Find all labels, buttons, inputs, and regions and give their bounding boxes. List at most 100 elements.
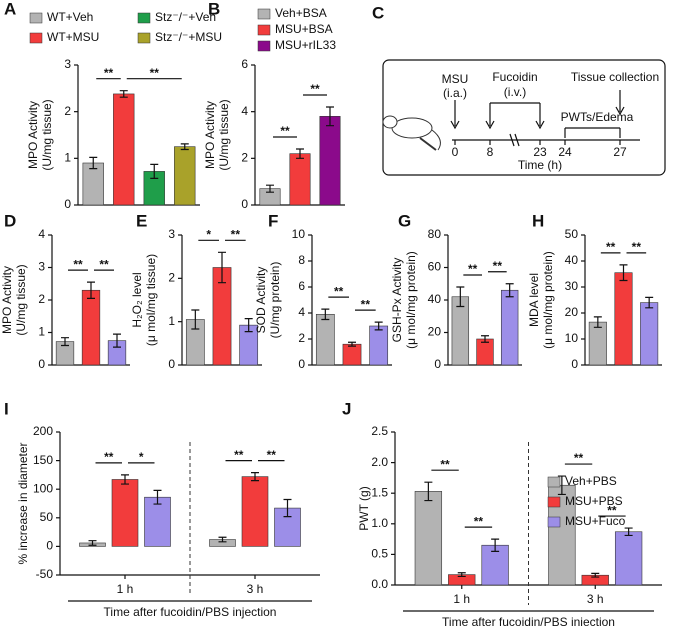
panel-label: J [342, 399, 351, 418]
x-axis-title: Time after fucoidin/PBS injection [442, 615, 615, 626]
bar [174, 146, 196, 206]
y-axis-title: H₂O₂ level [130, 272, 144, 327]
y-tick-label: 2.0 [371, 455, 388, 469]
y-tick-label: 100 [33, 481, 53, 495]
bar [144, 496, 171, 547]
bar [289, 153, 311, 206]
y-tick-label: 0.0 [371, 577, 388, 591]
time-label: 27 [613, 145, 627, 159]
y-axis-title: (μ mol/mg tissue) [144, 254, 158, 346]
x-tick-label: 3 h [587, 592, 604, 606]
bar [640, 302, 659, 366]
y-tick-label: 8 [298, 253, 305, 267]
y-tick-label: 20 [565, 305, 579, 319]
error-bar [593, 316, 602, 328]
error-bar [89, 156, 98, 170]
error-bar [624, 527, 633, 537]
y-tick-label: 0 [434, 357, 441, 371]
significance-label: ** [104, 450, 114, 464]
y-tick-label: 2.5 [371, 424, 388, 438]
legend-label: Stz⁻/⁻+Veh [155, 10, 216, 24]
y-tick-label: 0 [571, 357, 578, 371]
x-tick-label: 1 h [453, 592, 470, 606]
legend-swatch [29, 12, 43, 24]
bar [342, 343, 362, 366]
significance-label: * [206, 228, 211, 242]
error-bar [266, 184, 274, 193]
legend-swatch [137, 12, 151, 24]
significance-label: ** [632, 240, 642, 254]
significance-label: ** [234, 448, 244, 462]
significance-label: ** [574, 451, 584, 465]
timeline-ticks [450, 90, 625, 147]
bar [315, 313, 335, 366]
bar [82, 162, 104, 206]
legend-swatch [29, 32, 43, 44]
significance-label: ** [606, 240, 616, 254]
y-tick-label: 2 [298, 331, 305, 345]
y-axis-title: (μ mol/mg protein) [404, 251, 418, 349]
error-bar [180, 143, 189, 151]
x-tick-label: 1 h [117, 582, 134, 596]
y-axis-title: MPO Activity [0, 266, 14, 334]
y-tick-label: 6 [298, 279, 305, 293]
bar [614, 272, 633, 366]
y-tick-label: 3 [64, 57, 71, 71]
error-bar [218, 536, 227, 543]
significance-label: ** [361, 297, 371, 311]
panel-label: C [372, 3, 384, 22]
significance-label: ** [310, 82, 320, 96]
error-bar [121, 474, 129, 485]
panel-label: F [268, 211, 278, 230]
significance-label: ** [150, 66, 160, 80]
significance-label: ** [334, 284, 344, 298]
bar [319, 116, 341, 206]
y-tick-label: 2 [38, 292, 45, 306]
legend-label: Stz⁻/⁻+MSU [155, 30, 222, 44]
y-tick-label: 0 [46, 539, 53, 553]
time-label: 23 [533, 145, 547, 159]
significance-label: ** [104, 66, 114, 80]
y-tick-label: 0.5 [371, 547, 388, 561]
label: (i.a.) [443, 86, 467, 100]
significance-label: ** [474, 514, 484, 528]
error-bar [87, 281, 95, 299]
y-axis-title: MPO Activity [203, 101, 217, 169]
bar [81, 289, 101, 366]
legend-swatch [257, 8, 271, 20]
y-axis-title: MPO Activity [26, 101, 40, 169]
error-bar [283, 498, 292, 518]
y-tick-label: 2 [241, 151, 248, 165]
error-bar [321, 308, 330, 321]
label: Tissue collection [571, 70, 659, 84]
time-label: 8 [487, 145, 494, 159]
y-tick-label: 4 [298, 305, 305, 319]
error-bar [119, 90, 128, 98]
y-axis-title: % increase in diameter [16, 442, 30, 564]
label: Fucoidin [492, 70, 537, 84]
error-bar [491, 538, 500, 552]
y-tick-label: 1 [38, 325, 45, 339]
y-tick-label: 0 [241, 197, 248, 211]
legend-swatch [257, 24, 271, 36]
bar [414, 491, 443, 586]
bar [369, 325, 389, 366]
error-bar [481, 335, 489, 343]
panel-label: I [4, 399, 9, 418]
panel-label: D [4, 211, 16, 230]
y-tick-label: 40 [428, 292, 442, 306]
label: (i.v.) [504, 85, 526, 99]
legend-swatch [547, 476, 561, 488]
error-bar [251, 472, 259, 482]
error-bar [61, 337, 69, 347]
y-tick-label: 0 [38, 357, 45, 371]
y-axis-title: PWT (g) [357, 486, 371, 530]
error-bar [296, 148, 304, 159]
y-tick-label: 2 [168, 271, 175, 285]
error-bar [457, 572, 466, 578]
x-axis-title: Time after fucoidin/PBS injection [104, 605, 277, 619]
y-axis-title: GSH-Px Activity [390, 258, 404, 343]
error-bar [150, 163, 159, 179]
error-bar [591, 572, 600, 578]
bar [614, 531, 643, 586]
